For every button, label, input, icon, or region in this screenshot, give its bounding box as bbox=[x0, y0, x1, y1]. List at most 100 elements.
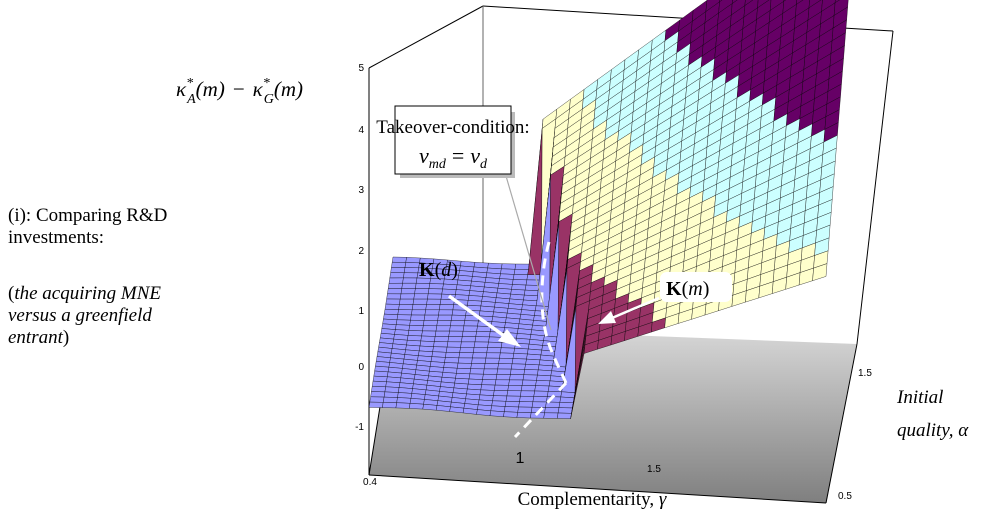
surface-cell bbox=[449, 325, 465, 332]
z-tick: -1 bbox=[355, 422, 364, 433]
surface-cell bbox=[444, 357, 460, 364]
surface-cell bbox=[548, 380, 564, 387]
surface-cell bbox=[384, 303, 400, 310]
surface-cell bbox=[484, 357, 500, 364]
surface-cell bbox=[460, 341, 476, 348]
surface-cell bbox=[399, 293, 415, 300]
surface-cell bbox=[411, 309, 426, 316]
k-d-arrow bbox=[447, 294, 521, 347]
surface-cell bbox=[421, 330, 437, 337]
surface-cell bbox=[427, 293, 443, 300]
surface-cell bbox=[395, 402, 411, 409]
surface-cell bbox=[411, 304, 427, 310]
surface-cell bbox=[500, 268, 516, 275]
surface-cell bbox=[447, 336, 463, 343]
surface-cell bbox=[480, 384, 496, 391]
surface-cell bbox=[385, 381, 401, 388]
surface-cell bbox=[426, 298, 442, 305]
y-axis-title-line2: quality, α bbox=[897, 420, 969, 441]
surface-cell bbox=[445, 346, 461, 353]
surface-cell bbox=[537, 369, 552, 376]
surface-cell bbox=[494, 379, 510, 386]
surface-cell bbox=[372, 375, 388, 382]
surface-cell bbox=[368, 401, 384, 408]
surface-cell bbox=[397, 392, 413, 399]
surface-cell bbox=[383, 309, 399, 315]
surface-cell bbox=[433, 341, 449, 348]
surface-cell bbox=[404, 262, 420, 268]
surface-cell bbox=[385, 298, 401, 305]
takeover-leader bbox=[505, 175, 552, 331]
surface-cell bbox=[422, 325, 438, 332]
z-tick: 3 bbox=[358, 185, 364, 196]
surface-cell bbox=[389, 272, 405, 279]
surface-cell bbox=[455, 289, 471, 296]
takeover-callout: Takeover-condition: vmd = vd bbox=[376, 105, 530, 178]
surface-cell bbox=[507, 385, 523, 391]
surface-cell bbox=[536, 374, 552, 382]
surface-cell bbox=[475, 331, 491, 338]
surface-cell bbox=[510, 363, 526, 370]
surface-cell bbox=[418, 345, 434, 352]
surface-cell bbox=[434, 330, 450, 337]
surface-cell bbox=[384, 386, 400, 393]
surface-cell bbox=[478, 310, 494, 317]
surface-cell bbox=[519, 396, 535, 402]
surface-cell bbox=[526, 353, 542, 361]
surface-cell bbox=[524, 284, 540, 291]
surface-cell bbox=[423, 314, 439, 321]
surface-cell bbox=[441, 288, 457, 295]
surface-cell bbox=[454, 294, 470, 301]
surface-cell bbox=[370, 391, 386, 398]
y-axis-title-line1: Initial bbox=[896, 387, 943, 408]
z-axis-ticks: 5 4 3 2 1 0 -1 bbox=[355, 63, 364, 433]
surface-cell bbox=[450, 320, 466, 327]
takeover-equation: vmd = vd bbox=[419, 143, 488, 172]
surface-cell bbox=[545, 401, 561, 408]
surface-cell bbox=[521, 379, 537, 386]
surface-cell bbox=[531, 401, 547, 408]
surface-cell bbox=[467, 378, 483, 385]
surface-cell bbox=[387, 283, 403, 289]
surface-cell bbox=[511, 284, 527, 291]
surface-cell bbox=[463, 320, 479, 327]
surface-cell bbox=[423, 320, 438, 326]
surface-cell bbox=[456, 368, 471, 375]
surface-cell bbox=[470, 363, 486, 370]
note-close: ) bbox=[62, 327, 70, 348]
surface-cell bbox=[486, 347, 502, 354]
surface-cell bbox=[419, 340, 435, 347]
surface-cell bbox=[532, 396, 548, 403]
surface-cell bbox=[414, 288, 430, 294]
surface-cell bbox=[415, 283, 431, 289]
surface-cell bbox=[395, 324, 410, 331]
surface-cell bbox=[395, 319, 411, 326]
surface-cell bbox=[407, 330, 423, 337]
x-tick: 1.5 bbox=[647, 464, 661, 475]
surface-cell bbox=[425, 304, 441, 310]
surface-cell bbox=[527, 128, 543, 275]
surface-cell bbox=[403, 272, 419, 279]
surface-cell bbox=[524, 364, 540, 371]
surface-cell bbox=[431, 351, 447, 358]
surface-cell bbox=[401, 283, 417, 289]
takeover-extension bbox=[513, 381, 568, 439]
surface-cell bbox=[434, 336, 449, 342]
surface-cell bbox=[427, 288, 443, 295]
surface-cell bbox=[523, 369, 539, 376]
surface-cell bbox=[371, 380, 387, 387]
surface-cell bbox=[501, 263, 517, 270]
surface-cell bbox=[487, 262, 503, 269]
surface-cell bbox=[471, 357, 487, 364]
surface-cell bbox=[469, 368, 485, 375]
surface-cell bbox=[504, 406, 519, 413]
surface-cell bbox=[487, 341, 503, 348]
surface-cell bbox=[500, 347, 515, 354]
surface-cell bbox=[492, 395, 508, 402]
surface-cell bbox=[505, 395, 521, 402]
takeover-curve bbox=[540, 241, 568, 384]
surface-cell bbox=[533, 390, 549, 397]
surface-cell bbox=[424, 309, 440, 316]
surface-cell bbox=[459, 347, 475, 353]
surface-cell bbox=[525, 358, 541, 366]
